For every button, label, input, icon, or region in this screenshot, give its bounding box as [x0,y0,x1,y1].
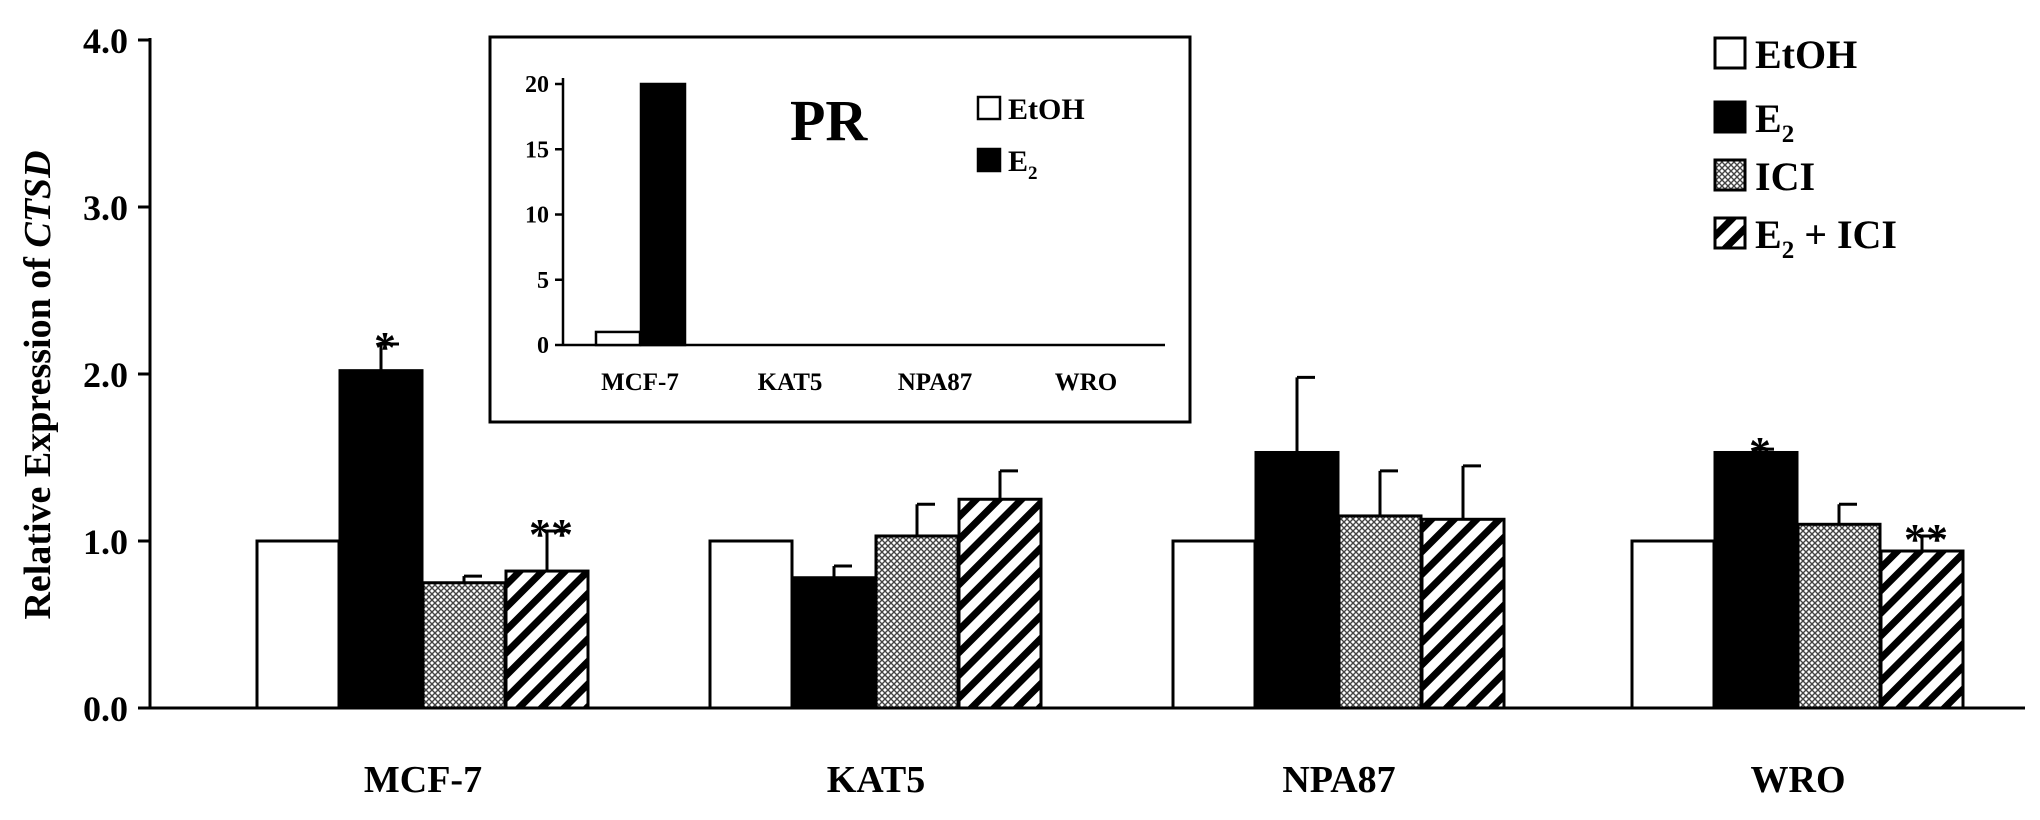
inset-bar [639,82,687,347]
inset-y-tick-label: 0 [537,333,549,359]
inset-y-tick-label: 15 [525,137,549,163]
inset-legend-swatch [976,95,1002,121]
bar [421,581,507,710]
y-tick-label: 3.0 [83,188,128,228]
inset-frame [488,35,1192,424]
x-tick-label: KAT5 [827,759,926,801]
main-axes: 0.0 1.0 2.0 3.0 4.0 MCF-7 KAT5 NPA87 WRO [83,21,2025,801]
significance-mark: ** [1904,515,1948,564]
inset-legend-label: EtOH [1008,93,1085,126]
legend-swatch [1713,100,1747,134]
inset-y-tick-label: 5 [537,268,549,294]
bar [1337,514,1423,710]
bar [791,576,877,710]
bar [1420,517,1506,710]
bar [1630,539,1716,710]
inset-legend: EtOH E2 [976,93,1085,184]
significance-mark: * [374,323,396,372]
y-tick-label: 1.0 [83,522,128,562]
bar [1171,539,1257,710]
y-tick-label: 0.0 [83,689,128,729]
main-legend: EtOH E2 ICI E2 + ICI [1713,32,1897,264]
inset-x-tick-label: KAT5 [758,369,823,396]
legend-label: ICI [1755,154,1815,199]
legend-swatch [1713,216,1747,250]
y-tick-label: 2.0 [83,355,128,395]
main-plot: Relative Expression of CTSD 0.0 1.0 2.0 3.0… [17,21,2025,801]
x-tick-label: MCF-7 [364,759,482,801]
bar [1796,522,1882,710]
bar [338,369,424,710]
bar [1713,450,1799,710]
significance-mark: * [1749,428,1771,477]
bar [1254,450,1340,710]
bar [1879,549,1965,710]
bar [255,539,341,710]
inset-title: PR [790,88,868,153]
legend-label: E2 + ICI [1755,212,1897,264]
bar [957,497,1043,710]
bar [874,534,960,710]
inset-y-tick-label: 20 [525,72,549,98]
y-axis-label: Relative Expression of CTSD [17,150,59,619]
inset-legend-label: E2 [1008,145,1038,184]
legend-label: E2 [1755,96,1794,148]
legend-swatch [1713,158,1747,192]
bar [504,569,590,710]
bar [708,539,794,710]
legend-label: EtOH [1755,32,1857,77]
x-tick-label: WRO [1751,759,1846,801]
significance-mark: ** [529,510,573,559]
legend-swatch [1713,36,1747,70]
inset-legend-swatch [976,147,1002,173]
inset-x-tick-label: WRO [1055,369,1118,396]
inset-y-tick-label: 10 [525,203,549,229]
main-bars: ****** [255,323,1965,710]
x-tick-label: NPA87 [1282,759,1395,801]
inset-x-tick-label: NPA87 [898,369,973,396]
inset-x-tick-label: MCF-7 [601,369,679,396]
y-tick-label: 4.0 [83,21,128,61]
inset-bars [594,82,687,347]
inset-bar [594,330,642,347]
inset-plot: PR 0 5 10 15 20 MCF-7 KAT5 NPA87 WRO EtOH E2 [488,35,1192,424]
